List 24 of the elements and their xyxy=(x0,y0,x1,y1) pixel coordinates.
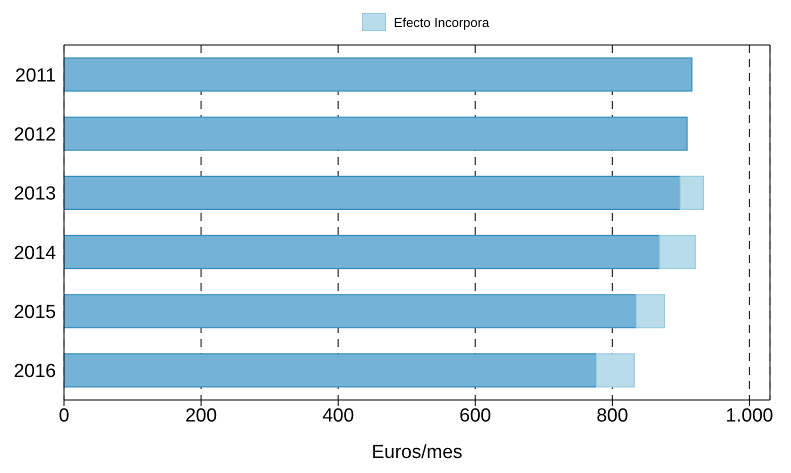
y-tick-label: 2012 xyxy=(14,124,56,146)
bar xyxy=(680,176,704,210)
x-tick-label: 0 xyxy=(58,405,70,426)
bar xyxy=(64,176,681,210)
bar xyxy=(596,353,635,388)
bar xyxy=(659,234,696,270)
y-tick-label: 2013 xyxy=(14,184,56,205)
x-tick-label: 600 xyxy=(459,405,492,426)
x-tick-label: 800 xyxy=(596,405,628,426)
y-tick-label: 2011 xyxy=(15,65,56,86)
bar xyxy=(64,294,637,328)
legend-label: Efecto Incorpora xyxy=(394,14,490,30)
y-tick-label: 2014 xyxy=(14,242,56,264)
bar xyxy=(64,57,692,92)
y-tick-label: 2016 xyxy=(14,361,56,382)
y-tick-label: 2015 xyxy=(14,302,56,323)
x-tick-label: 400 xyxy=(322,405,354,426)
bar xyxy=(64,234,660,270)
bar xyxy=(64,116,688,151)
bar xyxy=(636,294,666,328)
bar xyxy=(64,353,598,388)
x-tick-label: 1.000 xyxy=(726,405,774,426)
x-axis-title: Euros/mes xyxy=(372,442,462,463)
x-tick-label: 200 xyxy=(185,405,217,426)
